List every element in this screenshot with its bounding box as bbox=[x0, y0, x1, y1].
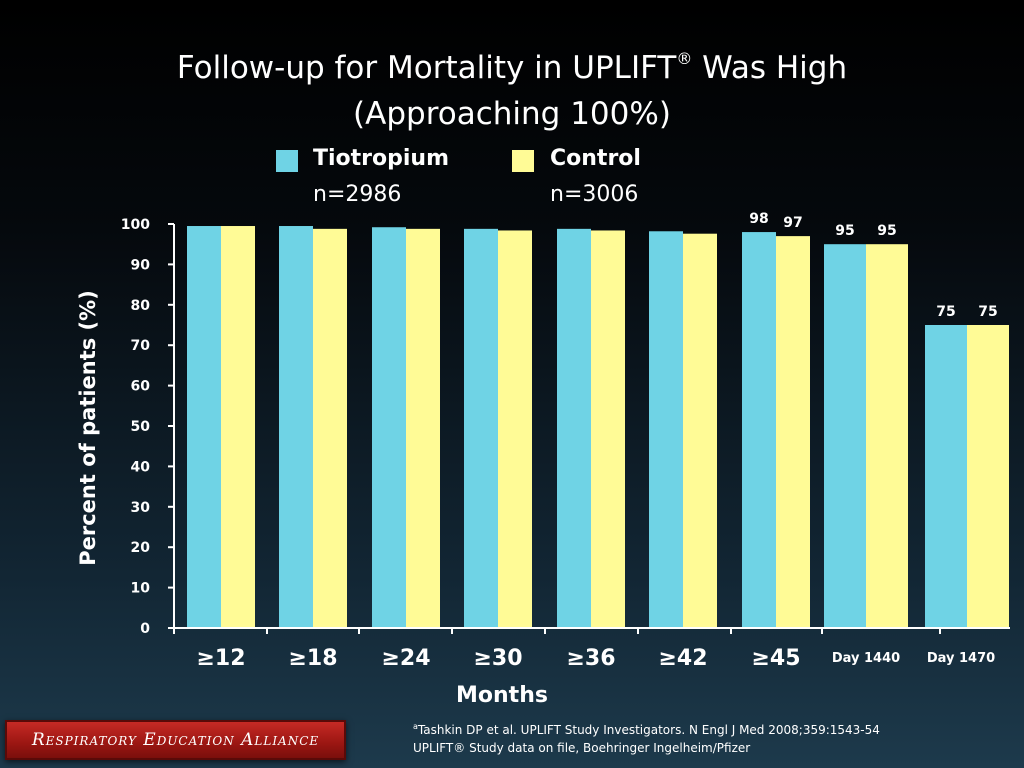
x-axis-title: Months bbox=[456, 683, 548, 708]
title-line-2: (Approaching 100%) bbox=[353, 96, 671, 132]
bar-control-0 bbox=[221, 226, 255, 628]
y-tick-label-2: 20 bbox=[131, 540, 151, 556]
legend-n-control: n=3006 bbox=[550, 182, 639, 207]
data-label-5: 75 bbox=[978, 304, 997, 320]
source-line-2: UPLIFT® Study data on file, Boehringer I… bbox=[413, 741, 751, 755]
title-line-1: Follow-up for Mortality in UPLIFT® Was H… bbox=[0, 36, 1024, 91]
bar-control-3 bbox=[498, 230, 532, 629]
legend-swatch-tiotropium bbox=[276, 150, 298, 172]
y-tick-label-5: 50 bbox=[131, 419, 151, 435]
title-text: Follow-up for Mortality in UPLIFT bbox=[176, 50, 677, 86]
legend-label-control: Control bbox=[550, 146, 641, 171]
bar-control-5 bbox=[683, 233, 717, 629]
x-tick-label-4: ≥36 bbox=[566, 646, 615, 671]
y-tick-label-6: 60 bbox=[131, 379, 151, 395]
bar-control-4 bbox=[591, 230, 625, 629]
bar-control-7 bbox=[866, 244, 908, 628]
y-tick-label-10: 100 bbox=[121, 217, 150, 233]
x-tick-label-6: ≥45 bbox=[751, 646, 800, 671]
title-text-end: Was High bbox=[692, 50, 848, 86]
y-tick-label-9: 90 bbox=[131, 257, 151, 273]
data-label-4: 75 bbox=[936, 304, 955, 320]
bar-control-1 bbox=[313, 228, 347, 628]
bar-tiotropium-3 bbox=[464, 228, 498, 628]
bar-tiotropium-2 bbox=[372, 227, 406, 628]
source-citation: aTashkin DP et al. UPLIFT Study Investig… bbox=[413, 718, 880, 757]
legend-n-tiotropium: n=2986 bbox=[313, 182, 402, 207]
data-label-2: 95 bbox=[835, 223, 854, 239]
bar-tiotropium-8 bbox=[925, 325, 967, 628]
legend-label-tiotropium: Tiotropium bbox=[313, 146, 450, 171]
data-label-0: 98 bbox=[749, 211, 768, 227]
x-tick-label-3: ≥30 bbox=[473, 646, 522, 671]
bar-control-2 bbox=[406, 228, 440, 628]
bar-control-6 bbox=[776, 236, 810, 628]
legend-swatch-control bbox=[512, 150, 534, 172]
x-tick-label-2: ≥24 bbox=[381, 646, 430, 671]
bar-tiotropium-4 bbox=[557, 228, 591, 628]
y-tick-label-8: 80 bbox=[131, 298, 151, 314]
y-tick-label-1: 10 bbox=[131, 581, 151, 597]
bar-control-8 bbox=[967, 325, 1009, 628]
bar-tiotropium-6 bbox=[742, 232, 776, 628]
y-axis-title: Percent of patients (%) bbox=[76, 290, 100, 566]
brand-text: Respiratory Education Alliance bbox=[31, 730, 320, 750]
y-tick-label-7: 70 bbox=[131, 338, 151, 354]
x-tick-label-1: ≥18 bbox=[288, 646, 337, 671]
citation-marker: a bbox=[413, 722, 418, 731]
bar-tiotropium-7 bbox=[824, 244, 866, 628]
bar-tiotropium-5 bbox=[649, 231, 683, 628]
y-tick-label-4: 40 bbox=[131, 459, 151, 475]
bar-chart: 98 97 95 95 75 75 0 10 20 30 40 50 60 70 80 90 100 ≥12 ≥18… bbox=[76, 211, 1009, 708]
x-tick-label-8: Day 1470 bbox=[927, 651, 995, 666]
data-label-1: 97 bbox=[783, 215, 802, 231]
x-tick-label-0: ≥12 bbox=[196, 646, 245, 671]
x-tick-label-7: Day 1440 bbox=[832, 651, 900, 666]
source-line-1: aTashkin DP et al. UPLIFT Study Investig… bbox=[413, 718, 880, 739]
slide-title: Follow-up for Mortality in UPLIFT® Was H… bbox=[0, 36, 1024, 137]
data-label-3: 95 bbox=[877, 223, 896, 239]
brand-logo: Respiratory Education Alliance bbox=[5, 720, 346, 760]
source-text-1: Tashkin DP et al. UPLIFT Study Investiga… bbox=[417, 723, 880, 737]
y-tick-label-0: 0 bbox=[140, 621, 150, 637]
bar-tiotropium-0 bbox=[187, 226, 221, 628]
y-tick-label-3: 30 bbox=[131, 500, 151, 516]
registered-mark: ® bbox=[676, 49, 693, 68]
x-tick-label-5: ≥42 bbox=[658, 646, 707, 671]
bar-tiotropium-1 bbox=[279, 226, 313, 628]
